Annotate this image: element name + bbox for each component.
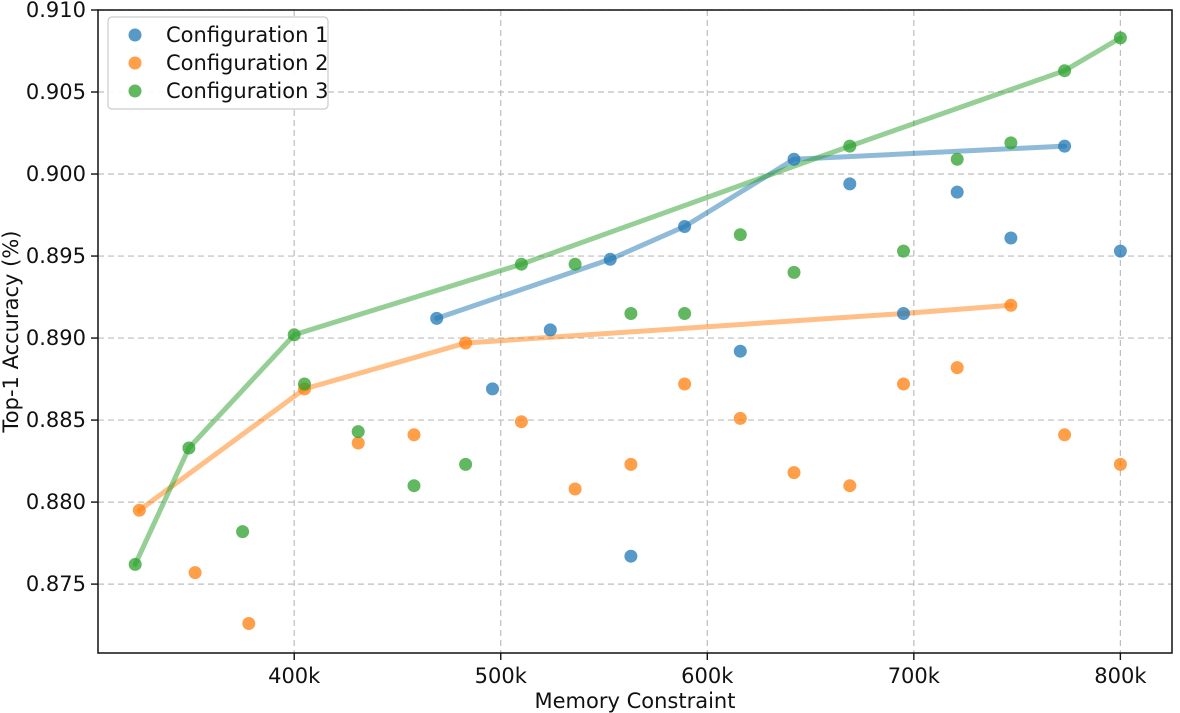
configuration-2-point xyxy=(514,415,528,429)
x-tick-label: 500k xyxy=(475,664,528,688)
legend-label-configuration-1: Configuration 1 xyxy=(166,23,328,47)
configuration-3-point xyxy=(407,479,421,493)
configuration-3-point xyxy=(1113,31,1127,45)
configuration-3-point xyxy=(1058,64,1072,78)
x-tick-label: 600k xyxy=(681,664,734,688)
configuration-3-point xyxy=(568,257,582,271)
configuration-2-point xyxy=(568,482,582,496)
configuration-2-point xyxy=(950,361,964,375)
configuration-2-point xyxy=(787,466,801,480)
configuration-3-point xyxy=(624,307,638,320)
configuration-1-point xyxy=(486,382,499,396)
configuration-2-point xyxy=(1113,457,1127,471)
legend-marker-configuration-1 xyxy=(128,28,142,42)
y-tick-label: 0.900 xyxy=(26,162,86,186)
x-tick-label: 800k xyxy=(1094,664,1147,688)
configuration-1-point xyxy=(1004,231,1018,245)
configuration-2-point xyxy=(624,457,638,471)
configuration-1-point xyxy=(1113,244,1127,258)
legend-label-configuration-3: Configuration 3 xyxy=(166,79,328,103)
ticks-layer: 400k 500k 600k 700k 800k 0.875 0.880 0.885 0.890… xyxy=(26,0,1147,688)
configuration-1-point xyxy=(603,252,617,266)
configuration-2-frontier-line xyxy=(136,302,1014,513)
configuration-2-point xyxy=(351,436,365,450)
configuration-3-point xyxy=(351,425,365,439)
y-tick-label: 0.910 xyxy=(26,0,86,22)
configuration-3-point xyxy=(236,525,250,539)
configuration-2-point xyxy=(678,377,692,391)
configuration-2-point xyxy=(897,377,910,391)
configuration-1-frontier-line xyxy=(434,143,1068,321)
configuration-2-point xyxy=(1058,428,1072,442)
legend: Configuration 1 Configuration 2 Configurat… xyxy=(107,16,329,110)
configuration-1-point xyxy=(733,344,747,358)
configuration-2-point xyxy=(188,566,202,580)
y-tick-label: 0.885 xyxy=(26,408,86,432)
configuration-3-point xyxy=(128,557,142,571)
configuration-1-point xyxy=(430,311,444,325)
configuration-3-point xyxy=(733,228,747,242)
configuration-3-point xyxy=(678,307,692,320)
legend-box xyxy=(107,16,329,110)
configuration-2-point xyxy=(407,428,421,442)
configuration-2-point xyxy=(242,617,256,630)
configuration-3-point xyxy=(514,257,528,271)
configuration-2-point xyxy=(132,503,146,517)
configuration-1-point xyxy=(543,323,557,337)
configuration-1-point xyxy=(897,307,910,320)
configuration-3-point xyxy=(843,139,857,153)
x-tick-label: 700k xyxy=(888,664,941,688)
configuration-3-point xyxy=(1004,136,1018,150)
y-tick-label: 0.905 xyxy=(26,80,86,104)
configuration-2-point xyxy=(1004,298,1018,312)
legend-marker-configuration-2 xyxy=(128,56,142,70)
y-tick-label: 0.880 xyxy=(26,490,86,514)
legend-marker-configuration-3 xyxy=(128,84,142,98)
configuration-3-point xyxy=(787,265,801,279)
legend-label-configuration-2: Configuration 2 xyxy=(166,51,328,75)
configuration-3-point xyxy=(459,457,473,471)
frontier-lines-layer xyxy=(132,35,1123,567)
configuration-2-point xyxy=(733,411,747,425)
y-tick-label: 0.890 xyxy=(26,326,86,350)
x-tick-label: 400k xyxy=(268,664,321,688)
y-axis-label: Top-1 Accuracy (%) xyxy=(0,231,23,434)
plot-frame xyxy=(97,9,1173,654)
configuration-3-point xyxy=(950,152,964,166)
configuration-2-point xyxy=(843,479,857,493)
y-tick-label: 0.895 xyxy=(26,244,86,268)
configuration-1-point xyxy=(787,152,801,166)
y-tick-label: 0.875 xyxy=(26,572,86,596)
configuration-3-point xyxy=(287,328,301,342)
configuration-3-frontier-line xyxy=(132,35,1123,567)
configuration-2-point xyxy=(459,336,473,350)
configuration-1-point xyxy=(678,220,692,233)
configuration-1-point xyxy=(843,177,857,191)
configuration-1-point xyxy=(1058,139,1072,153)
configuration-3-point xyxy=(298,377,311,391)
configuration-3-point xyxy=(182,441,196,455)
x-axis-label: Memory Constraint xyxy=(535,689,736,713)
configuration-1-point xyxy=(950,185,964,199)
configuration-1-point xyxy=(624,549,638,563)
points-layer xyxy=(128,31,1127,630)
configuration-3-point xyxy=(897,244,910,258)
